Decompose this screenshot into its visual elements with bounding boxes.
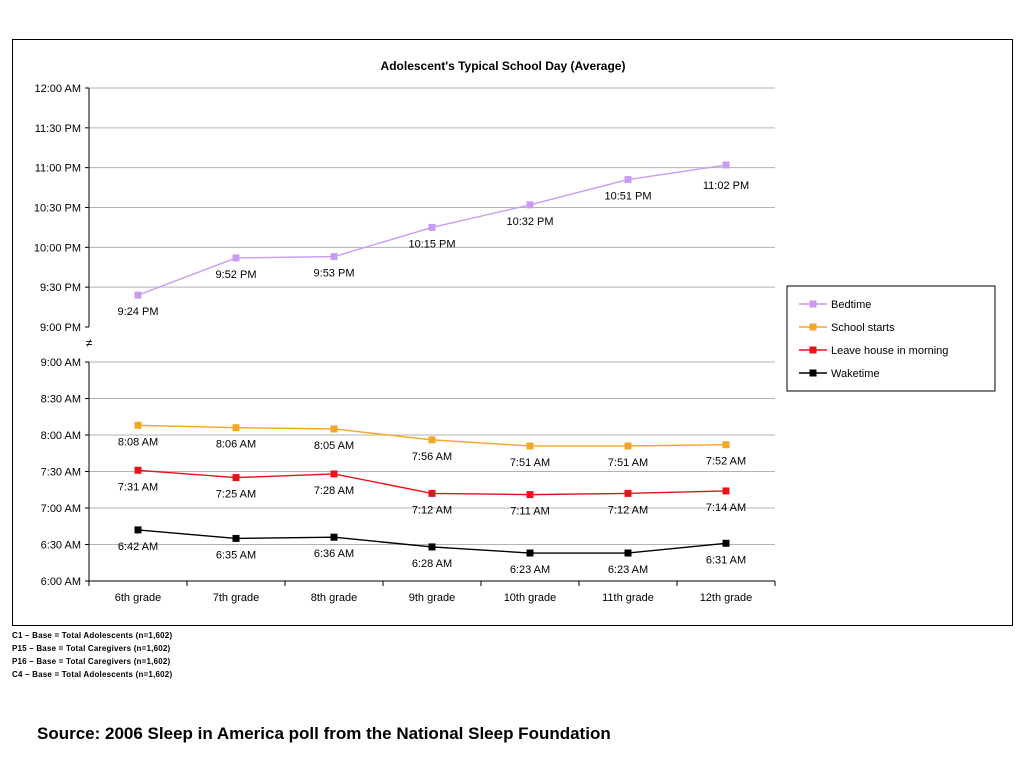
- data-point: [232, 254, 240, 262]
- data-point: [526, 201, 534, 209]
- data-point: [722, 487, 730, 495]
- data-label: 6:36 AM: [314, 548, 354, 560]
- data-label: 6:23 AM: [510, 564, 550, 576]
- x-tick-label: 7th grade: [213, 592, 259, 604]
- data-label: 7:52 AM: [706, 456, 746, 468]
- data-label: 7:11 AM: [510, 506, 550, 518]
- data-label: 7:51 AM: [608, 457, 648, 469]
- data-point: [232, 424, 240, 432]
- data-label: 10:51 PM: [604, 191, 651, 203]
- base-note: C4 – Base = Total Adolescents (n=1,602): [12, 670, 173, 679]
- x-tick-label: 6th grade: [115, 592, 161, 604]
- x-tick-label: 9th grade: [409, 592, 455, 604]
- data-point: [722, 161, 730, 169]
- data-label: 9:24 PM: [118, 306, 159, 318]
- x-tick-label: 8th grade: [311, 592, 357, 604]
- data-point: [722, 441, 730, 449]
- chart-frame: Adolescent's Typical School Day (Average…: [12, 39, 1013, 626]
- lower-y-tick-label: 7:30 AM: [41, 467, 81, 479]
- data-point: [722, 539, 730, 547]
- data-point: [428, 543, 436, 551]
- legend-label: School starts: [831, 322, 895, 334]
- data-label: 9:53 PM: [314, 268, 355, 280]
- data-point: [428, 489, 436, 497]
- data-point: [526, 549, 534, 557]
- lower-y-tick-label: 6:30 AM: [41, 540, 81, 552]
- data-point: [624, 489, 632, 497]
- x-tick-label: 11th grade: [602, 592, 654, 604]
- legend-swatch-marker: [809, 346, 817, 354]
- lower-y-tick-label: 8:30 AM: [41, 394, 81, 406]
- data-point: [232, 534, 240, 542]
- data-label: 7:31 AM: [118, 481, 158, 493]
- data-point: [526, 491, 534, 499]
- lower-y-tick-label: 8:00 AM: [41, 430, 81, 442]
- x-tick-label: 10th grade: [504, 592, 557, 604]
- data-label: 6:31 AM: [706, 554, 746, 566]
- x-tick-label: 12th grade: [700, 592, 753, 604]
- data-label: 8:05 AM: [314, 440, 354, 452]
- data-label: 7:25 AM: [216, 489, 256, 501]
- legend-label: Bedtime: [831, 299, 871, 311]
- data-label: 6:35 AM: [216, 549, 256, 561]
- data-label: 9:52 PM: [216, 269, 257, 281]
- lower-y-tick-label: 9:00 AM: [41, 357, 81, 369]
- data-label: 6:42 AM: [118, 541, 158, 553]
- data-label: 8:06 AM: [216, 439, 256, 451]
- data-label: 7:14 AM: [706, 502, 746, 514]
- legend-label: Waketime: [831, 368, 880, 380]
- data-label: 7:28 AM: [314, 485, 354, 497]
- data-label: 7:12 AM: [608, 504, 648, 516]
- base-note: P16 – Base = Total Caregivers (n=1,602): [12, 657, 171, 666]
- data-label: 8:08 AM: [118, 436, 158, 448]
- legend-swatch-marker: [809, 300, 817, 308]
- data-label: 6:23 AM: [608, 564, 648, 576]
- source-text: Source: 2006 Sleep in America poll from …: [37, 724, 611, 743]
- chart-title: Adolescent's Typical School Day (Average…: [381, 59, 626, 73]
- chart-svg: Adolescent's Typical School Day (Average…: [34, 59, 996, 604]
- upper-y-tick-label: 12:00 AM: [35, 83, 81, 95]
- lower-y-tick-label: 7:00 AM: [41, 503, 81, 515]
- data-point: [134, 421, 142, 429]
- data-point: [330, 425, 338, 433]
- base-note: C1 – Base = Total Adolescents (n=1,602): [12, 631, 173, 640]
- legend-swatch-marker: [809, 369, 817, 377]
- data-point: [624, 549, 632, 557]
- data-point: [624, 442, 632, 450]
- upper-y-tick-label: 9:00 PM: [40, 322, 81, 334]
- upper-y-tick-label: 10:30 PM: [34, 203, 81, 215]
- upper-y-tick-label: 11:30 PM: [35, 123, 81, 135]
- upper-y-tick-label: 10:00 PM: [34, 242, 81, 254]
- data-label: 7:51 AM: [510, 457, 550, 469]
- data-point: [330, 253, 338, 261]
- data-point: [330, 470, 338, 478]
- data-point: [330, 533, 338, 541]
- legend-label: Leave house in morning: [831, 345, 948, 357]
- data-label: 7:56 AM: [412, 451, 452, 463]
- base-note: P15 – Base = Total Caregivers (n=1,602): [12, 644, 171, 653]
- data-point: [134, 291, 142, 299]
- upper-y-tick-label: 11:00 PM: [35, 163, 81, 175]
- data-label: 6:28 AM: [412, 558, 452, 570]
- data-point: [232, 474, 240, 482]
- data-point: [134, 466, 142, 474]
- data-label: 10:15 PM: [408, 238, 455, 250]
- data-point: [526, 442, 534, 450]
- legend-box: [786, 285, 996, 392]
- legend-swatch-marker: [809, 323, 817, 331]
- data-point: [624, 176, 632, 184]
- data-label: 10:32 PM: [506, 216, 553, 228]
- data-point: [134, 526, 142, 534]
- data-label: 7:12 AM: [412, 504, 452, 516]
- data-point: [428, 436, 436, 444]
- data-point: [428, 223, 436, 231]
- lower-y-tick-label: 6:00 AM: [41, 576, 81, 588]
- data-label: 11:02 PM: [703, 180, 749, 192]
- base-notes: C1 – Base = Total Adolescents (n=1,602) …: [12, 629, 172, 681]
- axis-break-symbol: ≠: [86, 336, 93, 350]
- upper-y-tick-label: 9:30 PM: [40, 282, 81, 294]
